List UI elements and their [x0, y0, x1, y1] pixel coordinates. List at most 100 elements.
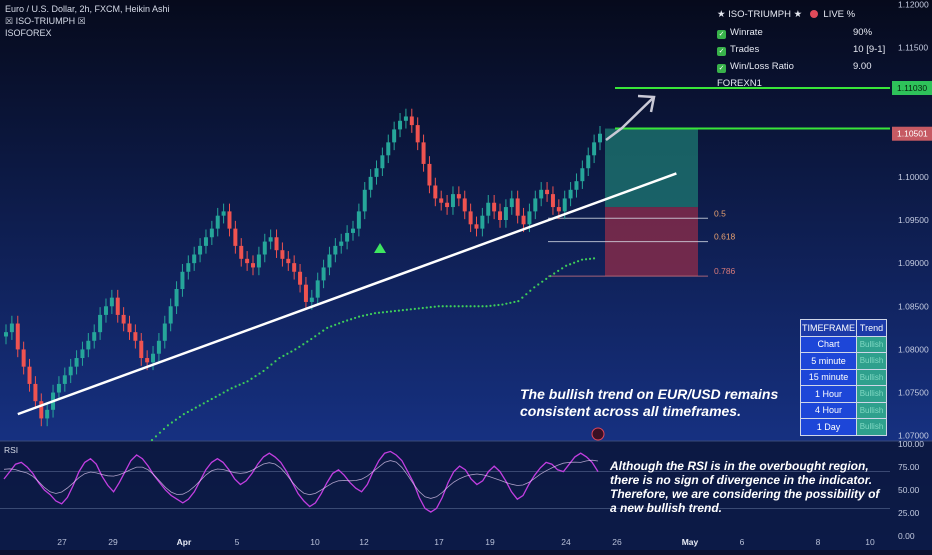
rsi-tick-label: 25.00 [898, 508, 920, 518]
support-dot [338, 322, 341, 325]
x-tick-label: 5 [235, 537, 240, 547]
buy-signal-icon [374, 243, 386, 253]
annotation-line: a new bullish trend. [610, 501, 723, 515]
candle-body [168, 306, 173, 324]
stats-value: 90% [853, 27, 873, 38]
candle-body [39, 401, 44, 419]
timeframe-cell: 1 Day [800, 418, 857, 436]
support-dot [342, 320, 345, 323]
support-dot [198, 404, 201, 407]
support-dot [505, 302, 508, 305]
y-tick-label: 1.07500 [898, 388, 929, 398]
table-header: TIMEFRAME [800, 319, 857, 337]
table-row: 1 Day Bullish [800, 418, 887, 436]
candle-body [492, 202, 497, 212]
support-dot [393, 309, 397, 313]
candle-body [486, 202, 491, 216]
candle-body [474, 224, 479, 229]
candle-body [9, 323, 14, 333]
check-icon: ✓ [717, 47, 726, 56]
support-dot [565, 264, 568, 267]
support-dot [477, 305, 480, 308]
candle-body [92, 332, 97, 341]
price-badge-upper [892, 81, 932, 95]
candle-body [221, 211, 226, 216]
support-dot [258, 372, 261, 375]
candle-body [398, 120, 403, 130]
candle-body [68, 366, 73, 376]
support-dot [489, 304, 492, 307]
support-dot [234, 385, 237, 388]
table-row: Chart Bullish [800, 335, 887, 353]
stats-label: Win/Loss Ratio [730, 61, 794, 72]
support-dot [226, 389, 229, 392]
candle-body [274, 237, 279, 251]
annotation-line: Therefore, we are considering the possib… [610, 487, 880, 501]
candle-body [345, 232, 350, 242]
lightning-icon [591, 427, 605, 441]
support-dot [497, 303, 500, 307]
trend-cell: Bullish [856, 335, 887, 353]
x-tick-label: 27 [57, 537, 67, 547]
table-header: Trend [856, 319, 887, 337]
trend-cell: Bullish [856, 352, 887, 370]
candle-body [362, 189, 367, 212]
candle-body [433, 185, 438, 199]
support-dot [576, 260, 580, 263]
support-dot [501, 303, 504, 306]
rsi-tick-label: 0.00 [898, 531, 915, 541]
support-dot [425, 306, 428, 309]
rsi-line [3, 450, 599, 513]
support-dot [158, 431, 162, 434]
x-tick-label: 6 [740, 537, 745, 547]
table-header-row: TIMEFRAME Trend [800, 319, 887, 337]
trendline [17, 172, 677, 416]
rsi-tick-label: 100.00 [898, 439, 924, 449]
timeframe-cell: 5 minute [800, 352, 857, 370]
support-dot [369, 312, 373, 316]
x-tick-label: 8 [816, 537, 821, 547]
stats-value: 9.00 [853, 61, 872, 72]
support-dot [580, 258, 584, 261]
candle-body [309, 297, 314, 302]
support-dot [584, 258, 588, 261]
support-dot [521, 296, 524, 299]
y-tick-label: 1.08000 [898, 344, 929, 354]
brand-title: ISOFOREX [5, 28, 52, 38]
candle-body [280, 250, 285, 259]
support-dot [238, 383, 241, 386]
support-dot [314, 335, 317, 338]
candle-body [121, 314, 126, 324]
candle-body [356, 211, 361, 229]
candle-body [233, 228, 238, 246]
support-dot [346, 319, 349, 322]
support-dot [557, 269, 560, 273]
candle-body [339, 241, 344, 246]
table-row: 4 Hour Bullish [800, 401, 887, 419]
stats-footer: FOREXN1 [717, 78, 762, 89]
candle-body [456, 194, 461, 199]
y-tick-label: 1.11500 [898, 42, 928, 52]
support-dot [569, 263, 572, 266]
stats-row-ratio: ✓ Win/Loss Ratio [717, 61, 794, 73]
candle-body [4, 332, 8, 337]
support-dot [218, 393, 221, 396]
support-dot [294, 348, 297, 351]
y-tick-label: 1.12000 [898, 0, 929, 9]
candle-body [450, 194, 455, 208]
indicator-title[interactable]: ☒ ISO-TRIUMPH ☒ [5, 16, 86, 26]
candle-body [115, 297, 120, 315]
candle-body [239, 245, 244, 259]
candle-body [368, 176, 373, 190]
support-dot [493, 304, 496, 307]
support-dot [186, 410, 189, 414]
candle-body [568, 189, 573, 199]
support-dot [409, 308, 412, 311]
price-badge-lower [892, 126, 932, 141]
candle-body [403, 116, 408, 121]
candle-body [192, 254, 197, 264]
candle-body [439, 198, 444, 203]
support-dot [413, 307, 416, 310]
support-dot [373, 312, 377, 315]
rsi-title: RSI [4, 445, 18, 455]
